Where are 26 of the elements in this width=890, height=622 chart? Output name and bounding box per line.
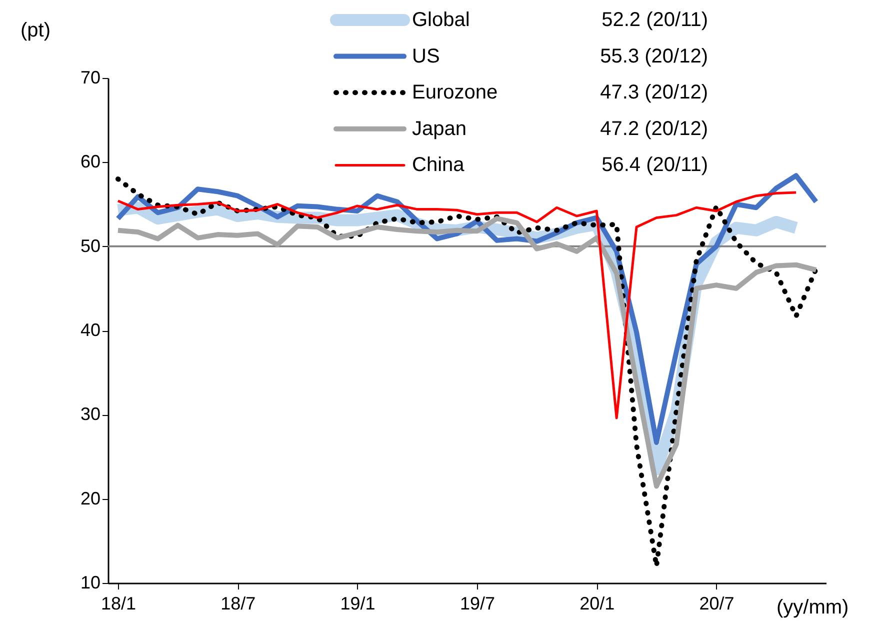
x-tick-label: 20/7 bbox=[699, 594, 734, 614]
line-series bbox=[116, 191, 798, 420]
y-axis-title: (pt) bbox=[20, 20, 50, 42]
legend-label: US bbox=[412, 45, 440, 68]
x-axis-title: (yy/mm) bbox=[776, 596, 849, 618]
annotation: 47.2 (20/12) bbox=[600, 118, 708, 140]
x-tick-label: 19/7 bbox=[460, 594, 495, 614]
x-tick-label: 19/1 bbox=[340, 594, 376, 614]
text: 52.2 (20/11) bbox=[602, 9, 708, 31]
text: 55.3 (20/12) bbox=[600, 45, 708, 68]
y-tick-label: 20 bbox=[80, 488, 100, 508]
x-tick-label: 18/7 bbox=[220, 594, 256, 614]
y-tick-label: 60 bbox=[80, 152, 100, 172]
y-tick-label: 40 bbox=[80, 320, 100, 340]
y-tick-label: 30 bbox=[80, 404, 100, 424]
legend-label: Eurozone bbox=[412, 82, 498, 104]
annotation: 47.3 (20/12) bbox=[600, 82, 708, 104]
y-tick-label: 50 bbox=[80, 236, 100, 256]
y-tick-label: 10 bbox=[80, 572, 100, 592]
legend-label: Global bbox=[412, 9, 470, 31]
y-tick-label: 70 bbox=[80, 68, 100, 88]
legend-label: China bbox=[412, 154, 466, 176]
x-tick-label: 18/1 bbox=[100, 594, 136, 614]
legend-label: Japan bbox=[412, 118, 466, 140]
x-tick-label: 20/1 bbox=[580, 594, 615, 614]
annotation: 56.4 (20/11) bbox=[602, 154, 708, 176]
